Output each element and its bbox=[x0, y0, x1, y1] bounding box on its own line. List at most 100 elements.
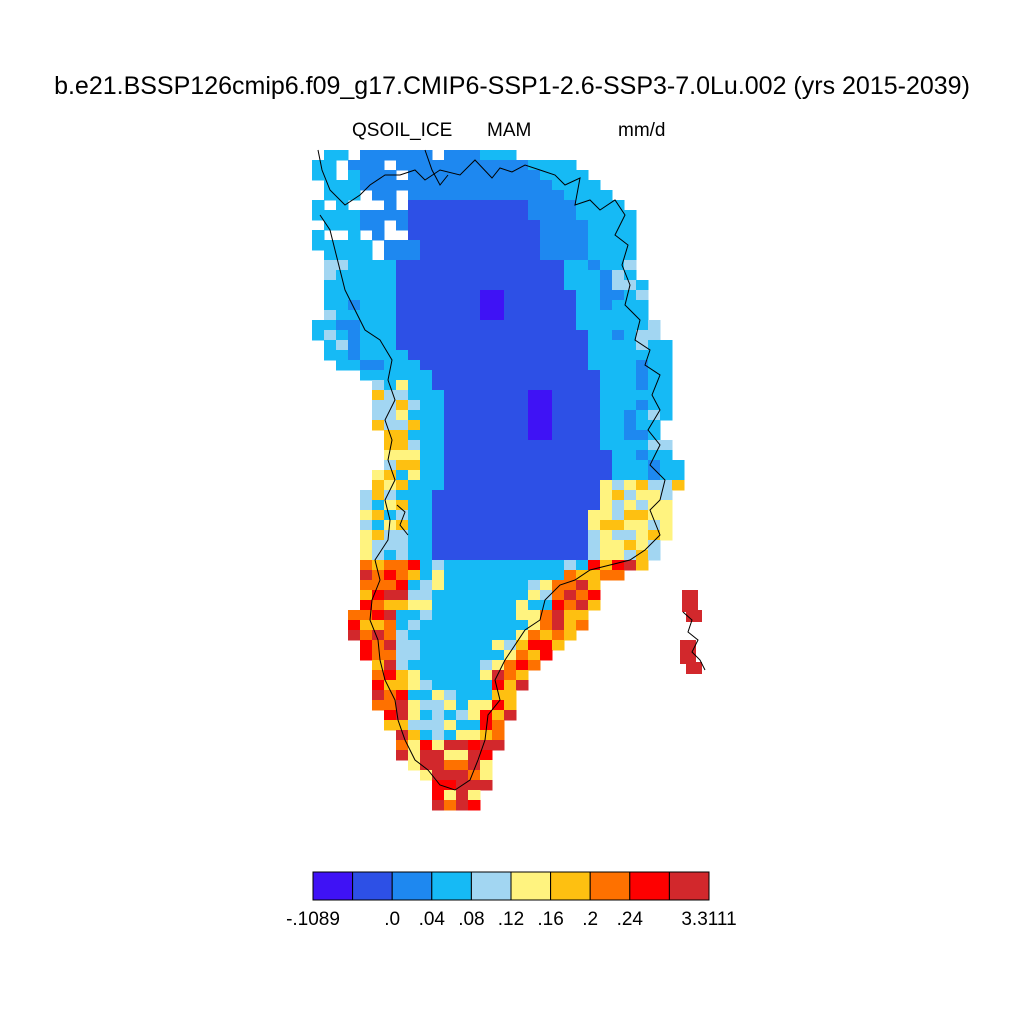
field-cell bbox=[444, 750, 457, 761]
field-cell bbox=[648, 510, 661, 521]
field-cell bbox=[492, 360, 505, 371]
field-cell bbox=[444, 310, 457, 321]
field-cell bbox=[492, 300, 505, 311]
field-cell bbox=[564, 510, 577, 521]
field-cell bbox=[432, 300, 445, 311]
field-cell bbox=[648, 440, 661, 451]
field-cell bbox=[396, 430, 409, 441]
field-cell bbox=[492, 150, 505, 161]
field-cell bbox=[588, 190, 601, 201]
field-cell bbox=[612, 330, 625, 341]
field-cell bbox=[504, 580, 517, 591]
field-cell bbox=[576, 540, 589, 551]
field-cell bbox=[444, 760, 457, 771]
field-cell bbox=[600, 270, 613, 281]
field-cell bbox=[480, 560, 493, 571]
field-cell bbox=[564, 170, 577, 181]
field-cell bbox=[396, 750, 409, 761]
field-cell bbox=[432, 350, 445, 361]
field-cell bbox=[528, 330, 541, 341]
field-cell bbox=[444, 550, 457, 561]
field-cell bbox=[552, 240, 565, 251]
field-cell bbox=[552, 600, 565, 611]
field-cell bbox=[468, 160, 481, 171]
field-cell bbox=[372, 270, 385, 281]
field-cell bbox=[324, 240, 337, 251]
field-cell bbox=[408, 530, 421, 541]
field-cell bbox=[612, 410, 625, 421]
field-cell bbox=[492, 390, 505, 401]
field-cell bbox=[336, 150, 349, 161]
field-cell bbox=[468, 600, 481, 611]
field-cell bbox=[660, 400, 673, 411]
field-cell bbox=[432, 700, 445, 711]
field-cell bbox=[612, 340, 625, 351]
field-cell bbox=[360, 270, 373, 281]
field-cell bbox=[432, 240, 445, 251]
field-cell bbox=[528, 660, 541, 671]
colorbar-box bbox=[352, 871, 393, 901]
field-cell bbox=[492, 700, 505, 711]
field-cell bbox=[336, 180, 349, 191]
field-cell bbox=[660, 350, 673, 361]
field-cell bbox=[408, 150, 421, 161]
field-cell bbox=[468, 560, 481, 571]
field-cell bbox=[456, 510, 469, 521]
field-cell bbox=[420, 460, 433, 471]
field-cell bbox=[552, 280, 565, 291]
field-cell bbox=[516, 320, 529, 331]
field-cell bbox=[516, 540, 529, 551]
field-cell bbox=[396, 540, 409, 551]
field-cell bbox=[456, 160, 469, 171]
field-cell bbox=[468, 400, 481, 411]
field-cell bbox=[420, 280, 433, 291]
field-cell bbox=[348, 180, 361, 191]
field-cell bbox=[600, 330, 613, 341]
field-cell bbox=[360, 250, 373, 261]
field-cell bbox=[504, 650, 517, 661]
colorbar-tick-label: .2 bbox=[582, 909, 598, 930]
field-cell bbox=[420, 360, 433, 371]
field-cell bbox=[444, 670, 457, 681]
field-cell bbox=[360, 610, 373, 621]
field-cell bbox=[492, 730, 505, 741]
field-cell bbox=[492, 440, 505, 451]
field-cell bbox=[540, 410, 553, 421]
field-cell bbox=[384, 450, 397, 461]
field-cell bbox=[528, 190, 541, 201]
field-cell bbox=[600, 380, 613, 391]
field-cell bbox=[504, 160, 517, 171]
field-cell bbox=[468, 480, 481, 491]
field-cell bbox=[564, 570, 577, 581]
field-cell bbox=[540, 330, 553, 341]
field-cell bbox=[336, 340, 349, 351]
field-cell bbox=[516, 280, 529, 291]
field-cell bbox=[540, 600, 553, 611]
colorbar-tick-label: .08 bbox=[458, 909, 484, 930]
field-cell bbox=[624, 300, 637, 311]
field-cell bbox=[456, 740, 469, 751]
field-cell bbox=[528, 470, 541, 481]
field-cell bbox=[468, 780, 481, 791]
field-cell bbox=[492, 460, 505, 471]
field-cell bbox=[660, 370, 673, 381]
field-cell bbox=[480, 370, 493, 381]
field-cell bbox=[468, 530, 481, 541]
field-cell bbox=[468, 630, 481, 641]
colorbar-tick-label: 3.3111 bbox=[681, 909, 736, 930]
field-cell bbox=[480, 490, 493, 501]
field-cell bbox=[444, 220, 457, 231]
field-cell bbox=[492, 520, 505, 531]
field-cell bbox=[372, 570, 385, 581]
field-cell bbox=[348, 360, 361, 371]
field-cell bbox=[648, 340, 661, 351]
field-cell bbox=[444, 190, 457, 201]
field-cell bbox=[420, 510, 433, 521]
field-cell bbox=[636, 520, 649, 531]
field-cell bbox=[528, 620, 541, 631]
field-cell bbox=[432, 600, 445, 611]
field-cell bbox=[396, 700, 409, 711]
field-cell bbox=[492, 650, 505, 661]
field-cell bbox=[552, 580, 565, 591]
field-cell bbox=[432, 740, 445, 751]
